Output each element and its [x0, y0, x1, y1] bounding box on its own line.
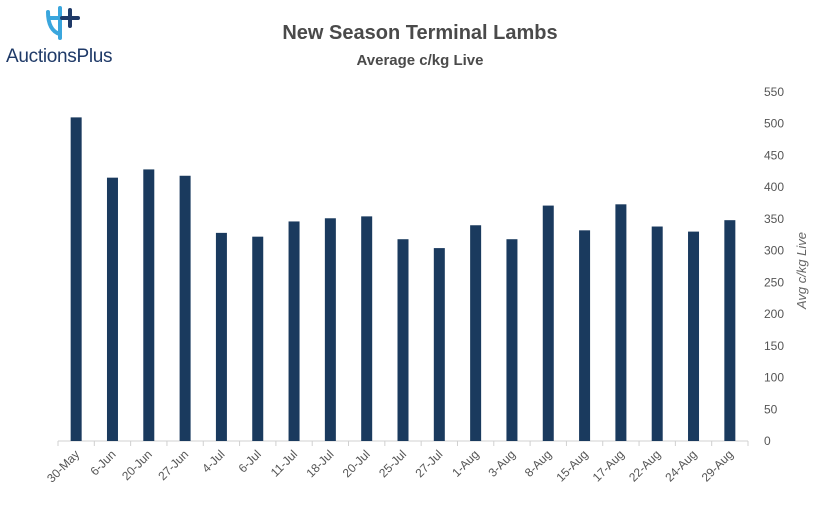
bar [252, 236, 264, 441]
x-tick-label: 20-Jul [340, 447, 373, 480]
x-tick-label: 1-Aug [449, 447, 482, 480]
x-tick-label: 27-Jul [412, 447, 445, 480]
bar [615, 204, 627, 441]
y-tick-label: 350 [764, 212, 784, 226]
bar [361, 216, 373, 441]
bar [688, 231, 700, 441]
chart-subtitle: Average c/kg Live [356, 52, 484, 69]
x-tick-label: 11-Jul [268, 447, 300, 479]
y-tick-label: 50 [764, 402, 778, 416]
chart-title: New Season Terminal Lambs [282, 22, 558, 44]
bar [288, 221, 300, 441]
x-tick-label: 15-Aug [553, 447, 590, 484]
x-tick-label: 8-Aug [522, 447, 555, 480]
y-tick-label: 250 [764, 275, 784, 289]
x-tick-label: 29-Aug [699, 447, 736, 484]
y-tick-label: 0 [764, 434, 771, 448]
bar [397, 239, 409, 441]
bar [215, 232, 227, 441]
x-tick-label: 27-Jun [155, 447, 191, 483]
bar [470, 225, 482, 441]
y-tick-label: 200 [764, 307, 784, 321]
bar [579, 230, 591, 441]
bar [651, 226, 663, 441]
auctionsplus-logo-icon [46, 6, 80, 40]
x-tick-label: 6-Jun [87, 447, 118, 478]
bar [106, 177, 118, 441]
x-tick-label: 22-Aug [626, 447, 663, 484]
bar [724, 220, 736, 441]
x-tick-label: 17-Aug [590, 447, 627, 484]
bar [70, 117, 82, 441]
y-axis-label: Avg c/kg Live [794, 232, 809, 310]
bar [143, 169, 155, 441]
y-tick-label: 100 [764, 371, 784, 385]
y-tick-label: 300 [764, 244, 784, 258]
y-tick-label: 500 [764, 117, 784, 131]
x-tick-label: 6-Jul [236, 447, 264, 475]
bar [506, 239, 518, 441]
x-tick-label: 30-May [44, 447, 82, 485]
x-tick-label: 18-Jul [303, 447, 336, 480]
y-tick-label: 450 [764, 148, 784, 162]
logo-text: AuctionsPlus [6, 46, 113, 67]
y-tick-label: 400 [764, 180, 784, 194]
x-tick-label: 25-Jul [376, 447, 409, 480]
x-tick-label: 3-Aug [486, 447, 519, 480]
logo: AuctionsPlus [6, 4, 136, 72]
bar [542, 205, 554, 441]
bar [433, 248, 445, 441]
y-tick-label: 550 [764, 85, 784, 99]
y-tick-label: 150 [764, 339, 784, 353]
x-tick-label: 24-Aug [662, 447, 699, 484]
bar [179, 175, 191, 441]
bar [324, 218, 336, 441]
x-tick-label: 4-Jul [199, 447, 227, 475]
x-tick-label: 20-Jun [119, 447, 155, 483]
